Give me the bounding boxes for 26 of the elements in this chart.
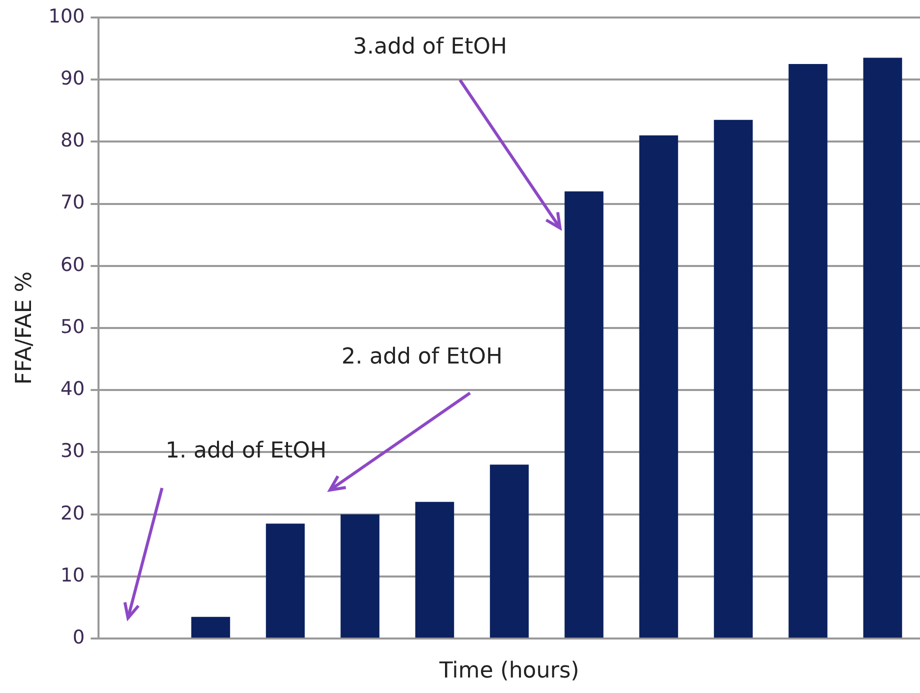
y-tick-label: 40 [60, 378, 85, 400]
bar [266, 524, 305, 638]
y-tick-label: 80 [60, 130, 85, 152]
y-tick-label: 20 [60, 502, 85, 524]
bar [490, 464, 529, 638]
bar [191, 616, 230, 638]
bar [788, 64, 828, 638]
y-tick-label: 50 [60, 316, 85, 338]
annotation: 3.add of EtOH [353, 34, 507, 60]
bar [340, 514, 380, 638]
y-axis-title: FFA/FAE % [12, 271, 37, 385]
y-tick-label: 90 [60, 67, 85, 90]
bar [639, 135, 678, 638]
bar [863, 58, 902, 638]
x-axis-title: Time (hours) [438, 658, 580, 684]
y-tick-label: 0 [72, 626, 85, 649]
y-tick-label: 30 [60, 440, 85, 462]
y-tick-label: 100 [48, 5, 85, 28]
bar [564, 191, 604, 638]
annotation: 2. add of EtOH [342, 344, 502, 370]
y-tick-label: 70 [60, 192, 85, 214]
y-tick-label: 10 [60, 564, 85, 586]
annotation: 1. add of EtOH [166, 438, 326, 464]
y-tick-label: 60 [60, 254, 85, 276]
bar [415, 502, 454, 638]
bar [714, 120, 753, 638]
